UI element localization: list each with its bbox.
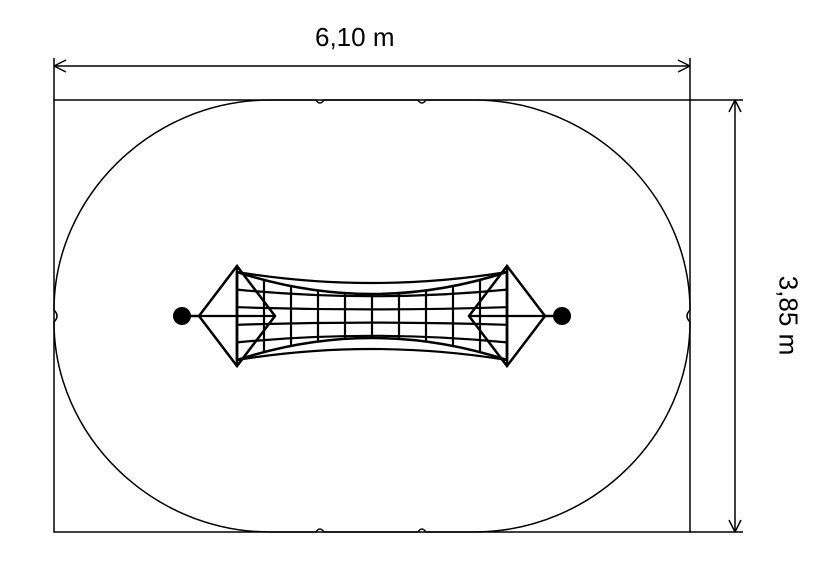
drawing-canvas: 6,10 m 3,85 m (0, 0, 828, 586)
dimension-height-label: 3,85 m (772, 276, 803, 356)
drawing-svg (0, 0, 828, 586)
dimension-width-label: 6,10 m (315, 22, 395, 53)
equipment-group (173, 266, 571, 366)
